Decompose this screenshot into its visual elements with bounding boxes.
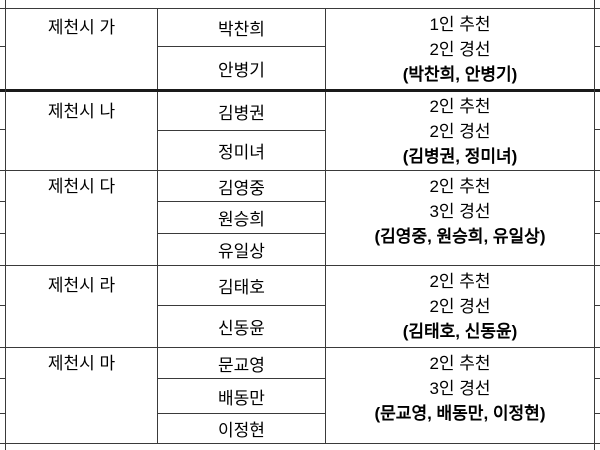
edge-grid-line [0, 443, 5, 444]
edge-grid-line [595, 129, 600, 130]
district-cell: 제천시 가 [6, 9, 158, 89]
edge-grid-line [0, 233, 5, 234]
district-cell: 제천시 나 [6, 92, 158, 170]
recommendation-text: 2인 추천 [429, 272, 491, 291]
candidate-cell: 김태호 [158, 266, 325, 306]
candidates-column: 김태호 신동윤 [158, 266, 326, 347]
edge-grid-line [0, 378, 5, 379]
table-body: 제천시 가 박찬희 안병기 1인 추천 2인 경선 (박찬희, 안병기) 제천시… [5, 0, 595, 450]
edge-grid-line [0, 201, 5, 202]
contest-text: 3인 경선 [429, 379, 491, 398]
candidate-cell: 안병기 [218, 60, 265, 80]
edge-grid-line [595, 89, 600, 92]
recommendation-text: 1인 추천 [429, 14, 491, 34]
table-section-row: 제천시 가 박찬희 안병기 1인 추천 2인 경선 (박찬희, 안병기) [6, 9, 594, 92]
candidate-cell: 신동윤 [218, 319, 265, 338]
result-cell: 2인 추천 3인 경선 (문교영, 배동만, 이정현) [326, 348, 594, 443]
edge-grid-line [595, 305, 600, 306]
contest-text: 2인 경선 [429, 297, 491, 316]
candidate-cell: 원승희 [158, 202, 325, 234]
edge-grid-line [0, 347, 5, 348]
result-cell: 2인 추천 2인 경선 (김병권, 정미녀) [326, 92, 594, 170]
contest-candidates-text: (김태호, 신동윤) [402, 322, 518, 341]
contest-candidates-text: (김병권, 정미녀) [402, 146, 518, 166]
table-section-row: 제천시 라 김태호 신동윤 2인 추천 2인 경선 (김태호, 신동윤) [6, 266, 594, 348]
candidates-column: 김병권 정미녀 [158, 92, 326, 170]
contest-candidates-text: (문교영, 배동만, 이정현) [374, 404, 546, 423]
table-section-row: 제천시 다 김영중 원승희 유일상 2인 추천 3인 경선 (김영중, 원승희,… [6, 171, 594, 266]
recommendation-text: 2인 추천 [429, 354, 491, 373]
contest-candidates-text: (김영중, 원승희, 유일상) [374, 226, 546, 246]
contest-text: 2인 경선 [429, 121, 491, 141]
candidate-cell: 배동만 [158, 379, 325, 414]
edge-grid-line [0, 46, 5, 47]
contest-text: 2인 경선 [429, 39, 491, 59]
result-cell: 2인 추천 2인 경선 (김태호, 신동윤) [326, 266, 594, 347]
edge-grid-line [595, 233, 600, 234]
candidate-cell: 유일상 [218, 242, 265, 261]
edge-grid-line [0, 89, 5, 92]
edge-grid-line [595, 8, 600, 9]
candidate-cell: 박찬희 [158, 9, 325, 47]
edge-grid-line [595, 265, 600, 266]
edge-grid-line [0, 129, 5, 130]
candidate-cell: 정미녀 [218, 143, 265, 162]
contest-candidates-text: (박찬희, 안병기) [402, 64, 518, 84]
edge-grid-line [0, 8, 5, 9]
edge-grid-line [595, 347, 600, 348]
edge-grid-line [595, 170, 600, 171]
edge-grid-line [595, 46, 600, 47]
candidates-column: 문교영 배동만 이정현 [158, 348, 326, 443]
partial-row-bottom [6, 444, 594, 450]
candidate-cell: 김영중 [158, 171, 325, 202]
district-cell: 제천시 다 [6, 171, 158, 265]
edge-grid-line [595, 413, 600, 414]
edge-grid-line [0, 265, 5, 266]
edge-grid-line [0, 170, 5, 171]
candidate-cell: 문교영 [158, 348, 325, 379]
candidate-cell: 김병권 [158, 92, 325, 131]
recommendation-text: 2인 추천 [429, 176, 491, 196]
edge-grid-line [0, 413, 5, 414]
contest-text: 3인 경선 [429, 201, 491, 221]
recommendation-text: 2인 추천 [429, 96, 491, 116]
edge-grid-line [0, 305, 5, 306]
table-section-row: 제천시 마 문교영 배동만 이정현 2인 추천 3인 경선 (문교영, 배동만,… [6, 348, 594, 444]
table-section-row: 제천시 나 김병권 정미녀 2인 추천 2인 경선 (김병권, 정미녀) [6, 92, 594, 171]
district-cell: 제천시 마 [6, 348, 158, 443]
candidate-cell: 이정현 [218, 421, 265, 440]
edge-grid-line [595, 443, 600, 444]
result-cell: 2인 추천 3인 경선 (김영중, 원승희, 유일상) [326, 171, 594, 265]
candidates-column: 박찬희 안병기 [158, 9, 326, 89]
edge-grid-line [595, 201, 600, 202]
edge-grid-line [595, 378, 600, 379]
result-cell: 1인 추천 2인 경선 (박찬희, 안병기) [326, 9, 594, 89]
candidates-column: 김영중 원승희 유일상 [158, 171, 326, 265]
partial-row-top [6, 0, 594, 9]
district-cell: 제천시 라 [6, 266, 158, 347]
